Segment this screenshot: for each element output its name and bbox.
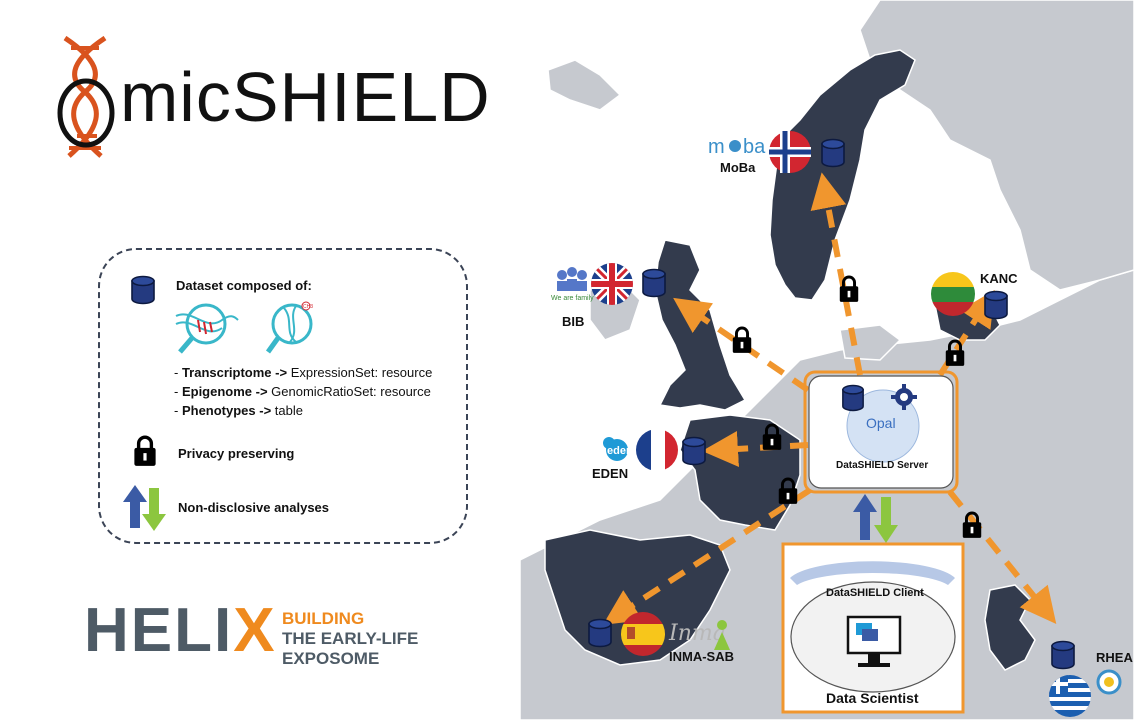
database-icon xyxy=(682,436,706,466)
helix-tagline-1: BUILDING xyxy=(282,609,365,628)
database-icon xyxy=(588,618,612,648)
helix-logo-word: HELIX xyxy=(84,596,277,665)
methylation-magnifier-icon: CH3 xyxy=(265,301,313,354)
database-icon xyxy=(842,384,864,412)
data-scientist-label: Data Scientist xyxy=(826,690,919,706)
dna-magnifier-icon xyxy=(175,303,239,354)
legend-item-transcriptome: - Transcriptome -> ExpressionSet: resour… xyxy=(174,365,433,380)
site-label-bib: BIB xyxy=(562,314,585,329)
helix-tagline-2: THE EARLY-LIFE xyxy=(282,629,419,648)
legend-box xyxy=(98,248,468,544)
site-label-moba: MoBa xyxy=(720,160,756,175)
dataset-label: Dataset composed of: xyxy=(176,278,312,293)
monitor-icon xyxy=(846,615,902,667)
uk-shape xyxy=(654,239,747,411)
site-label-kanc: KANC xyxy=(980,271,1018,286)
database-icon xyxy=(984,290,1008,320)
database-icon xyxy=(131,275,155,305)
legend-item-epigenome: - Epigenome -> GenomicRatioSet: resource xyxy=(174,384,431,399)
site-label-eden: EDEN xyxy=(592,466,629,481)
flag-uk xyxy=(591,263,633,305)
inma-logo: Inma xyxy=(668,620,730,650)
database-icon xyxy=(1051,640,1075,670)
bib-slogan: We are family xyxy=(551,295,594,302)
rhea-logo xyxy=(1096,669,1122,695)
flag-france xyxy=(636,429,678,471)
analyses-label: Non-disclosive analyses xyxy=(178,500,330,515)
upload-arrow-icon xyxy=(853,494,877,540)
lock-icon xyxy=(838,275,860,304)
flag-spain xyxy=(621,612,665,656)
client-label: DataSHIELD Client xyxy=(826,587,924,599)
server-label: DataSHIELD Server xyxy=(836,460,929,471)
gear-icon xyxy=(891,384,917,410)
svg-text:eden: eden xyxy=(607,445,633,457)
bib-logo: We are family xyxy=(551,267,594,302)
svg-text:m: m xyxy=(708,136,725,158)
site-label-rhea: RHEA xyxy=(1096,650,1133,665)
download-arrow-icon xyxy=(874,497,898,543)
lock-icon xyxy=(134,435,156,466)
helix-tagline-3: EXPOSOME xyxy=(282,649,380,668)
page-title: micSHIELD xyxy=(120,58,491,136)
legend-item-phenotypes: - Phenotypes -> table xyxy=(174,403,303,418)
privacy-label: Privacy preserving xyxy=(178,446,295,461)
dna-logo-icon xyxy=(57,36,115,158)
site-label-inma: INMA-SAB xyxy=(669,649,734,664)
opal-label: Opal xyxy=(866,415,896,431)
server-frame xyxy=(803,370,959,494)
flag-lithuania xyxy=(931,272,975,316)
database-icon xyxy=(642,268,666,298)
flag-greece xyxy=(1049,675,1091,717)
database-icon xyxy=(821,138,845,168)
eden-logo: eden xyxy=(603,437,633,461)
svg-text:Inma: Inma xyxy=(668,621,726,646)
flag-norway xyxy=(769,131,811,173)
svg-text:CH3: CH3 xyxy=(303,304,313,310)
lock-icon xyxy=(731,326,753,355)
svg-text:ba: ba xyxy=(743,136,766,158)
non-disclosive-arrows-icon xyxy=(123,485,166,531)
moba-logo: m ba xyxy=(708,136,766,158)
norway-shape xyxy=(769,49,916,301)
